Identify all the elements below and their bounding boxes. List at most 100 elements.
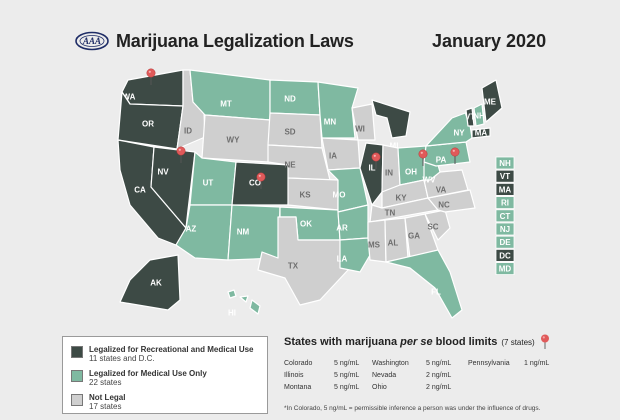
map-title: Marijuana Legalization Laws (116, 31, 354, 51)
state-wi (351, 103, 376, 141)
state-label-co: CO (249, 179, 261, 188)
legend-swatch (71, 394, 83, 406)
pin-oh-icon (418, 149, 428, 166)
state-label-va: VA (436, 186, 447, 195)
state-label-sd: SD (284, 128, 295, 137)
state-label-wi: WI (355, 125, 365, 134)
state-label-hi: HI (228, 309, 236, 318)
state-box-label-de: DE (499, 238, 511, 247)
pin-co-icon (256, 172, 266, 189)
state-label-ia: IA (329, 152, 337, 161)
state-box-dc (495, 248, 515, 262)
state-label-pa: PA (436, 156, 447, 165)
state-label-vt: VT (465, 113, 475, 122)
state-label-id: ID (184, 127, 192, 136)
state-ms (367, 219, 387, 263)
state-label-me: ME (484, 98, 497, 107)
state-box-md (495, 262, 515, 276)
state-box-label-ma: MA (499, 185, 512, 194)
state-box-ct (495, 209, 515, 223)
state-hi (227, 289, 261, 315)
state-label-tx: TX (288, 262, 299, 271)
state-label-ma: MA (475, 129, 488, 138)
state-label-nh: NH (473, 112, 485, 121)
limit-value: 5 ng/mL (334, 360, 360, 367)
pin-nv-icon (176, 146, 186, 163)
legend-count: 22 states (89, 378, 122, 387)
state-label-ak: AK (150, 279, 162, 288)
state-label-il: IL (368, 164, 375, 173)
state-box-vt (495, 169, 515, 183)
state-label-nm: NM (237, 228, 250, 237)
limit-value: 1 ng/mL (524, 360, 550, 367)
state-label-mo: MO (333, 191, 346, 200)
state-label-ut: UT (203, 179, 214, 188)
limit-state: Washington (372, 360, 409, 367)
state-label-ar: AR (336, 224, 348, 233)
state-box-label-ct: CT (500, 212, 511, 221)
state-mn (317, 81, 359, 139)
state-ia (321, 137, 361, 171)
state-mt (189, 69, 271, 121)
blood-limits-panel: States with marijuana per se blood limit… (284, 334, 614, 416)
limit-state: Colorado (284, 360, 313, 367)
legend-swatch (71, 370, 83, 382)
pin-pa-icon (450, 147, 460, 164)
limit-value: 5 ng/mL (426, 360, 452, 367)
state-tx (257, 216, 349, 306)
state-label-wa: WA (123, 93, 136, 102)
state-box-de (495, 235, 515, 249)
state-label-ne: NE (284, 161, 296, 170)
state-ma (471, 127, 491, 139)
state-ak (119, 254, 181, 311)
limit-value: 2 ng/mL (426, 372, 452, 379)
map-pin-icon (541, 334, 549, 349)
state-label-wy: WY (227, 136, 241, 145)
aaa-logo: AAA (75, 31, 109, 51)
state-box-label-vt: VT (500, 172, 510, 181)
legend-count: 11 states and D.C. (89, 354, 155, 363)
blood-limits-title: States with marijuana per se blood limit… (284, 336, 535, 348)
state-box-label-md: MD (499, 265, 512, 274)
legend-title: Not Legal (89, 393, 126, 402)
state-box-nj (495, 222, 515, 236)
state-box-label-dc: DC (499, 251, 511, 260)
state-box-ri (495, 196, 515, 210)
state-box-ma (495, 182, 515, 196)
state-label-mi: MI (390, 142, 399, 151)
map-date: January 2020 (432, 31, 547, 51)
blood-limits-count: (7 states) (501, 338, 535, 347)
state-label-or: OR (142, 120, 154, 129)
state-label-in: IN (385, 169, 393, 178)
map-legend: Legalized for Recreational and Medical U… (62, 336, 268, 414)
limit-value: 2 ng/mL (426, 384, 452, 391)
state-label-oh: OH (405, 168, 417, 177)
limit-state: Nevada (372, 372, 397, 379)
state-me (481, 79, 503, 123)
limit-value: 5 ng/mL (334, 384, 360, 391)
state-sc (424, 209, 451, 241)
state-label-la: LA (337, 255, 348, 264)
limit-state: Pennsylvania (468, 360, 510, 367)
state-label-az: AZ (186, 225, 197, 234)
state-label-ms: MS (368, 241, 381, 250)
state-label-tn: TN (385, 209, 396, 218)
limit-value: 5 ng/mL (334, 372, 360, 379)
state-mi (371, 99, 411, 139)
limit-state: Ohio (372, 384, 387, 391)
state-box-nh (495, 156, 515, 170)
state-la (339, 237, 371, 273)
state-label-ok: OK (300, 220, 312, 229)
state-label-nv: NV (157, 168, 169, 177)
limit-state: Illinois (284, 372, 304, 379)
state-label-nd: ND (284, 95, 296, 104)
state-box-label-ri: RI (501, 199, 509, 208)
state-vt (465, 107, 475, 127)
limit-state: Montana (284, 384, 312, 391)
blood-limits-footnote: *In Colorado, 5 ng/mL = permissible infe… (284, 405, 541, 412)
state-label-wv: WV (423, 176, 437, 185)
state-label-sc: SC (427, 223, 438, 232)
state-label-nc: NC (438, 201, 450, 210)
state-box-label-nh: NH (499, 159, 511, 168)
